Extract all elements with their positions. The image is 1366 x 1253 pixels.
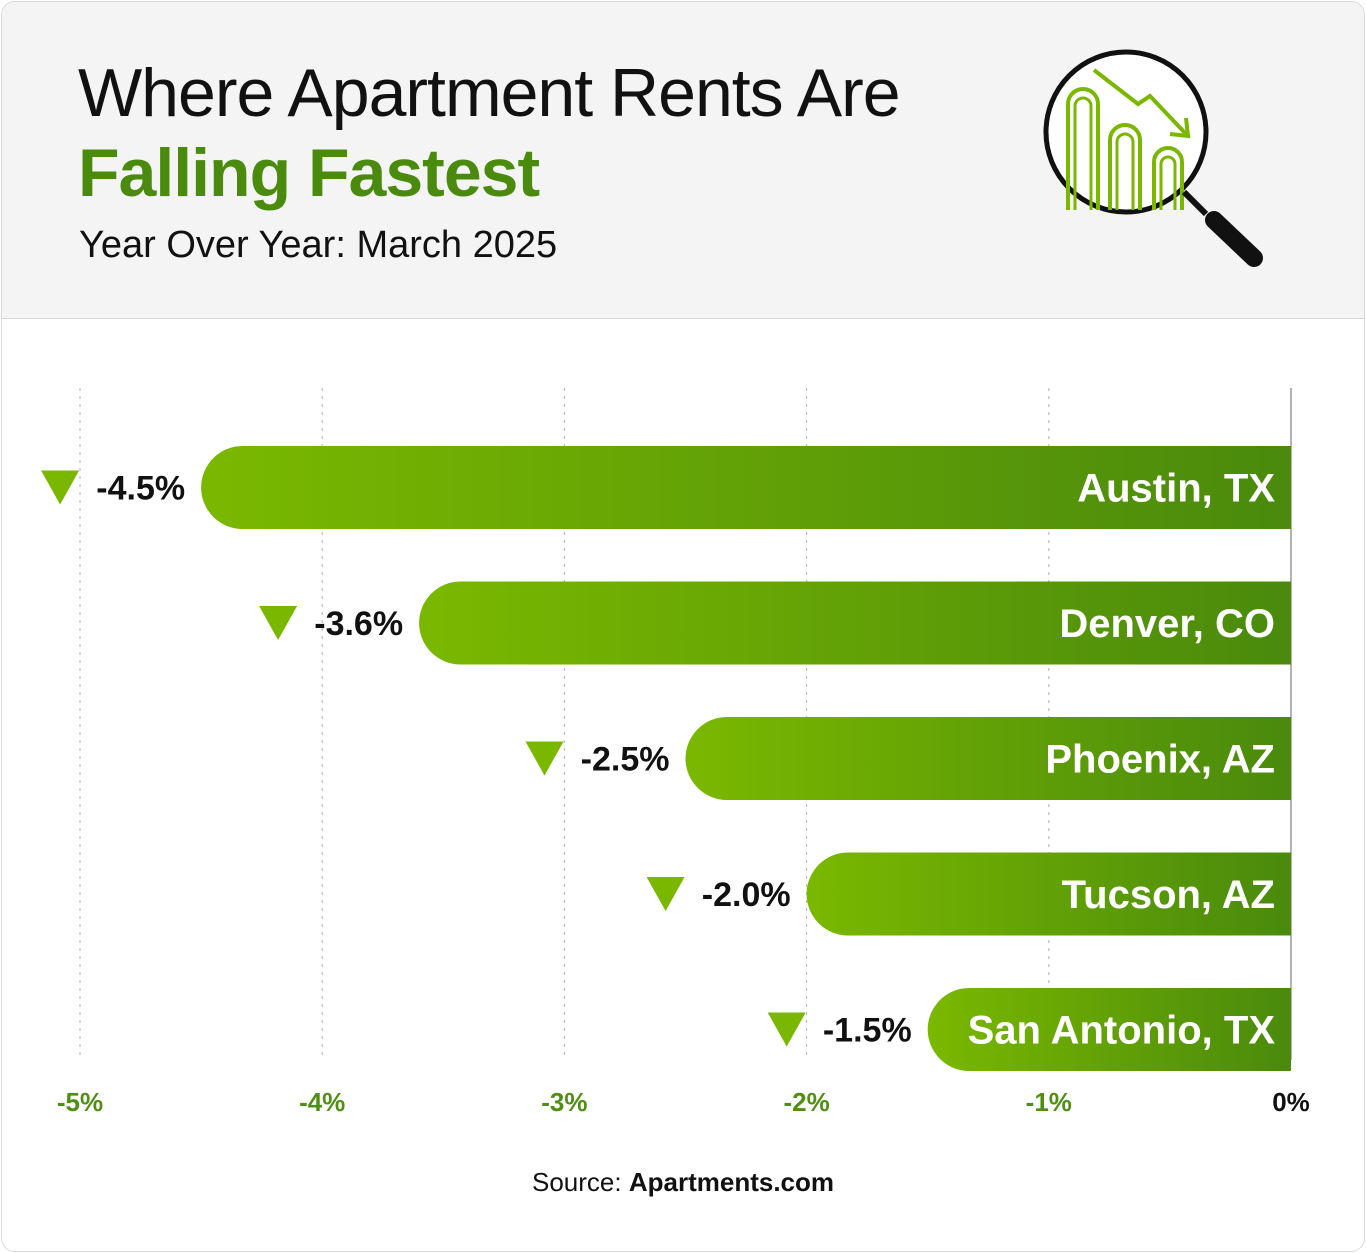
bar-2	[685, 717, 1291, 800]
down-triangle-icon	[646, 877, 685, 911]
x-axis-ticks: -5% -4% -3% -2% -1% 0%	[57, 1087, 1310, 1117]
bar-4	[927, 988, 1291, 1071]
bar-1	[419, 581, 1291, 665]
title-line-2: Falling Fastest	[78, 135, 540, 211]
bar-value-label: -3.6%	[314, 605, 403, 643]
source-label: Source:	[532, 1167, 622, 1197]
header: Where Apartment Rents Are Falling Fastes…	[2, 2, 1364, 319]
title-line-1: Where Apartment Rents Are	[78, 55, 901, 131]
bar-0	[201, 446, 1292, 529]
x-tick-label: -5%	[57, 1087, 103, 1117]
bar-category-label: Tucson, AZ	[1062, 873, 1275, 917]
bar-value-label: -2.0%	[702, 876, 791, 914]
bar-value-label: -2.5%	[581, 741, 670, 779]
bars: Austin, TX -4.5% Denver, CO -3.6% Phoenix, A…	[41, 446, 1292, 1071]
bar-value-label: -4.5%	[96, 470, 185, 508]
magnifier-chart-icon	[1043, 49, 1263, 267]
subtitle: Year Over Year: March 2025	[79, 224, 558, 266]
bar-category-label: Phoenix, AZ	[1045, 738, 1275, 782]
x-tick-label: -2%	[783, 1087, 829, 1117]
bar-chart: Austin, TX -4.5% Denver, CO -3.6% Phoenix, A…	[41, 388, 1310, 1117]
source-note: Source: Apartments.com	[2, 1167, 1364, 1198]
x-tick-label: 0%	[1272, 1087, 1310, 1117]
x-tick-label: -4%	[299, 1087, 345, 1117]
down-triangle-icon	[41, 470, 80, 505]
bar-value-label: -1.5%	[823, 1012, 912, 1050]
down-triangle-icon	[259, 606, 298, 640]
bar-category-label: Austin, TX	[1077, 467, 1275, 511]
x-tick-label: -3%	[541, 1087, 587, 1117]
bar-3	[806, 852, 1291, 936]
source-name: Apartments.com	[628, 1167, 834, 1197]
bar-category-label: Denver, CO	[1059, 602, 1275, 646]
down-triangle-icon	[767, 1012, 806, 1047]
down-triangle-icon	[525, 741, 564, 776]
x-tick-label: -1%	[1026, 1087, 1072, 1117]
bar-category-label: San Antonio, TX	[968, 1009, 1276, 1053]
